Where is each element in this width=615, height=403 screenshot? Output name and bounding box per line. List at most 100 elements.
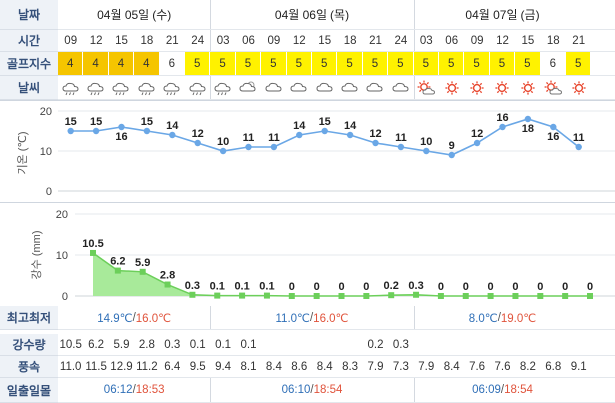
date-label: 04월 06일 (목) xyxy=(264,0,360,29)
golf-index-cell: 5 xyxy=(312,52,338,75)
max-temperature: 16.0℃ xyxy=(135,312,172,325)
temperature-value-label: 11 xyxy=(573,132,585,144)
day-divider xyxy=(413,76,415,99)
precipitation-value-label: 0.1 xyxy=(259,281,274,293)
time-row: 09 12 15 18 21 24 03 06 09 12 15 18 21 24 03 06 09 12 15 18… xyxy=(58,30,615,52)
time-cell: 09 xyxy=(267,34,281,47)
sunrise-time: 06:09 xyxy=(472,384,501,396)
cloud-icon xyxy=(287,76,312,99)
wind-speed-cell: 7.3 xyxy=(392,360,409,373)
golf-index-cell: 5 xyxy=(388,52,414,75)
temperature-value-label: 14 xyxy=(293,120,306,132)
temperature-point xyxy=(575,143,582,151)
temperature-point xyxy=(524,115,532,123)
temperature-point xyxy=(473,139,481,147)
temperature-point xyxy=(219,147,227,155)
time-cell: 18 xyxy=(140,34,154,47)
wind-speed-cell: 11.0 xyxy=(59,360,82,373)
precipitation-point xyxy=(462,293,469,299)
rain-amount-cell xyxy=(439,334,464,355)
rain-cloud-icon xyxy=(58,76,83,99)
temperature-point xyxy=(296,131,303,139)
sunrise-sunset-header: 일출일몰 xyxy=(0,378,58,403)
rain-cloud-icon xyxy=(134,76,159,99)
precipitation-point xyxy=(413,291,420,298)
wind-speed-cell: 9.5 xyxy=(189,360,206,373)
precipitation-value-label: 0.1 xyxy=(234,281,249,293)
precipitation-value-label: 5.9 xyxy=(135,257,150,269)
sunrise-sunset-row: 06:12/18:53 06:10/18:54 06:09/18:54 xyxy=(58,378,615,403)
temperature-point xyxy=(169,131,176,139)
time-cell: 12 xyxy=(89,34,103,47)
separator: / xyxy=(310,384,314,396)
wind-speed-cell: 7.9 xyxy=(418,360,435,373)
rain-amount-cell xyxy=(515,334,540,355)
temperature-point xyxy=(245,143,252,151)
wind-speed-cell: 6.8 xyxy=(545,360,562,373)
max-temperature: 19.0℃ xyxy=(500,312,537,325)
precipitation-point xyxy=(587,293,593,299)
wind-speed-cell: 8.1 xyxy=(240,360,257,373)
precipitation-value-label: 0 xyxy=(587,281,593,293)
precipitation-value-label: 0 xyxy=(438,281,444,293)
temperature-value-label: 11 xyxy=(268,132,280,144)
y-tick-label: 0 xyxy=(62,291,68,303)
temperature-point xyxy=(423,147,430,155)
day-divider xyxy=(413,30,415,51)
time-cell: 21 xyxy=(572,34,586,47)
temperature-chart: 기온 (℃) 0 10 20 15 15 16 15 14 12 10 11 11 14 15 14 12 11 1… xyxy=(16,106,615,198)
separator: / xyxy=(500,384,505,396)
separator: / xyxy=(132,311,136,324)
time-header: 시간 xyxy=(0,30,58,52)
precipitation-value-label: 0 xyxy=(314,281,320,293)
precipitation-point xyxy=(164,281,171,288)
temperature-value-label: 12 xyxy=(471,128,483,140)
separator: / xyxy=(132,384,136,396)
golf-index-cell: 5 xyxy=(337,52,363,75)
rain-amount-header: 강수량 xyxy=(0,334,58,356)
temperature-value-label: 15 xyxy=(319,116,331,128)
rain-cloud-icon xyxy=(185,76,210,99)
temperature-point xyxy=(550,123,557,131)
golf-index-cell: 4 xyxy=(83,52,109,75)
y-tick-label: 10 xyxy=(40,146,52,158)
sunrise-sunset: 06:09/18:54 xyxy=(463,378,543,402)
precipitation-point xyxy=(388,292,395,299)
precipitation-point xyxy=(338,293,345,299)
day-divider xyxy=(413,0,415,29)
partly-sunny-icon xyxy=(414,76,439,99)
rain-amount-cell: 5.9 xyxy=(113,338,130,351)
sun-icon xyxy=(490,76,515,99)
rain-amount-cell: 0.1 xyxy=(189,338,206,351)
date-label: 04월 05일 (수) xyxy=(86,0,182,29)
golf-index-cell: 4 xyxy=(134,52,160,75)
y-tick-label: 20 xyxy=(40,106,52,118)
wind-speed-cell: 7.6 xyxy=(469,360,486,373)
min-max-temperature: 8.0℃/19.0℃ xyxy=(463,306,543,329)
time-cell: 15 xyxy=(521,34,535,47)
rain-cloud-icon xyxy=(210,76,235,99)
temperature-axis-label: 기온 (℃) xyxy=(16,132,29,175)
day-of-week: (목) xyxy=(330,8,350,22)
golf-index-cell: 5 xyxy=(489,52,516,75)
y-tick-label: 20 xyxy=(56,209,68,221)
golf-index-cell: 5 xyxy=(185,52,211,75)
temperature-value-label: 15 xyxy=(65,116,77,128)
rain-cloud-icon xyxy=(160,76,185,99)
sun-icon xyxy=(515,76,540,99)
temperature-value-label: 16 xyxy=(496,112,508,124)
temperature-value-label: 10 xyxy=(420,136,432,148)
wind-speed-cell: 8.6 xyxy=(291,360,308,373)
precipitation-value-label: 0.3 xyxy=(185,280,200,292)
rain-amount-cell: 0.1 xyxy=(215,338,232,351)
temperature-point xyxy=(194,139,201,147)
temperature-point xyxy=(321,127,328,135)
precipitation-value-label: 0 xyxy=(289,281,295,293)
rain-amount-cell xyxy=(490,334,515,355)
wind-speed-header: 풍속 xyxy=(0,356,58,378)
precipitation-value-label: 0.1 xyxy=(210,281,225,293)
min-temperature: 11.0℃ xyxy=(275,312,310,325)
time-cell: 06 xyxy=(242,34,255,47)
precipitation-value-label: 0.3 xyxy=(408,280,423,292)
time-cell: 18 xyxy=(343,34,357,47)
